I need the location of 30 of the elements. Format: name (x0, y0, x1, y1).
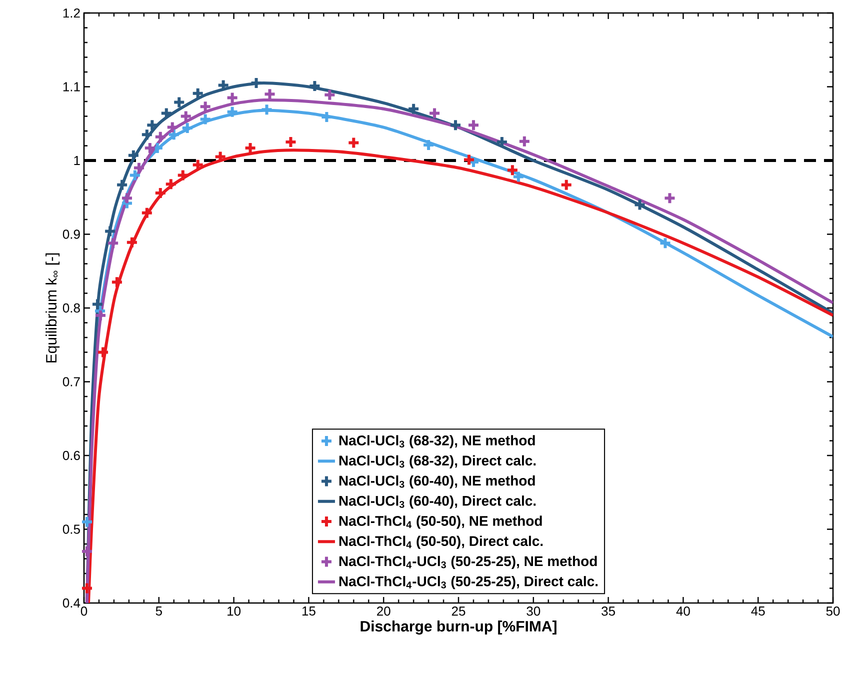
x-tick-label: 50 (826, 606, 840, 616)
y-tick-label: 0.5 (62, 524, 80, 534)
x-axis-title: Discharge burn-up [%FIMA] (360, 620, 556, 635)
legend-label: NaCl-ThCl$_{4}$ (50-50), NE method (339, 516, 542, 529)
legend-label: NaCl-ThCl$_{4}$-UCl$_{3}$ (50-25-25), Direct calc. (339, 576, 598, 590)
y-tick-label: 1.2 (63, 8, 80, 18)
legend-label: NaCl-ThCl$_{4}$ (50-50), Direct calc. (339, 536, 543, 549)
x-tick-label: 15 (302, 606, 316, 616)
x-tick-label: 25 (452, 606, 466, 616)
y-tick-label: 0.6 (62, 450, 80, 460)
y-tick-label: 0.7 (62, 377, 80, 386)
x-tick-label: 10 (228, 606, 241, 616)
x-tick-label: 40 (676, 606, 690, 616)
legend-label: NaCl-ThCl$_{4}$-UCl$_{3}$ (50-25-25), NE method (339, 556, 597, 569)
x-tick-label: 0 (80, 606, 88, 616)
y-tick-label: 1 (74, 156, 80, 165)
legend-label: NaCl-UCl$_{3}$ (68-32), NE method (339, 435, 535, 448)
legend-label: NaCl-UCl$_{3}$ (60-40), NE method (339, 475, 535, 488)
x-tick-label: 30 (526, 606, 540, 616)
y-tick-label: 0.8 (62, 303, 80, 313)
y-axis-title: Equilibrium k$_{∞}$ [-] (46, 253, 60, 362)
x-tick-label: 20 (377, 606, 390, 616)
x-tick-label: 45 (751, 606, 765, 616)
legend-label: NaCl-UCl$_{3}$ (60-40), Direct calc. (339, 496, 536, 509)
legend-label: NaCl-UCl$_{3}$ (68-32), Direct calc. (339, 455, 536, 468)
y-tick-label: 0.4 (62, 598, 80, 608)
x-tick-label: 5 (156, 606, 162, 616)
y-tick-label: 1.1 (63, 82, 80, 92)
y-tick-label: 0.9 (62, 230, 80, 239)
x-tick-label: 35 (602, 606, 615, 616)
